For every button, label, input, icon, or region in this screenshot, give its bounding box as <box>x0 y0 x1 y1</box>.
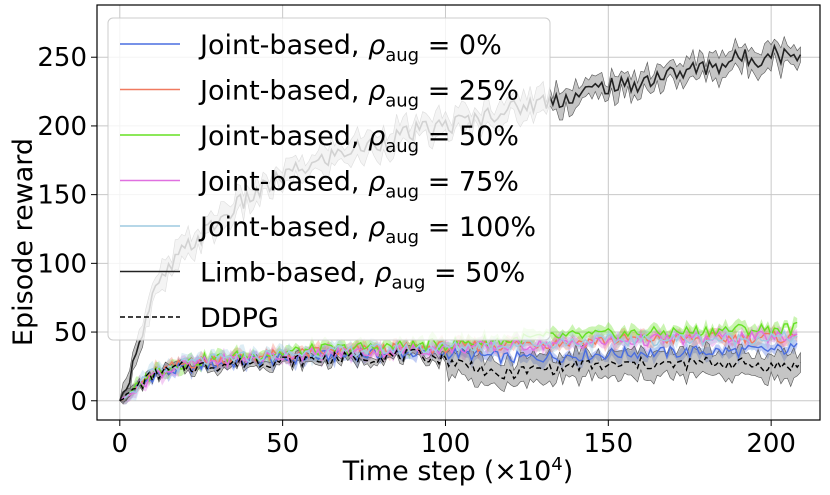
y-axis-label: Episode reward <box>8 138 39 346</box>
series-line <box>119 329 798 402</box>
x-axis-label-exponent: 4 <box>551 454 562 475</box>
legend-label: Joint-based, ρaug = 100% <box>198 212 536 248</box>
y-tick-label: 100 <box>37 249 87 279</box>
series-line <box>119 348 802 402</box>
x-tick-label: 200 <box>746 429 796 459</box>
x-tick-label: 100 <box>421 429 471 459</box>
series-line <box>119 342 798 402</box>
legend-label: Joint-based, ρaug = 0% <box>198 30 502 66</box>
legend: Joint-based, ρaug = 0% Joint-based, ρaug … <box>107 17 551 341</box>
x-axis-label: Time step (×104) <box>342 454 574 487</box>
plot-frame <box>96 4 821 421</box>
legend-label: Joint-based, ρaug = 50% <box>198 121 519 157</box>
series-band <box>119 335 798 405</box>
legend-label: DDPG <box>200 303 279 334</box>
legend-label: Joint-based, ρaug = 25% <box>198 76 519 112</box>
y-tick-label: 50 <box>54 318 87 348</box>
y-tick-label: 150 <box>37 181 87 211</box>
y-tick-label: 0 <box>70 387 87 417</box>
y-tick-label: 200 <box>37 112 87 142</box>
y-tick-label: 250 <box>37 43 87 73</box>
axis-ticks: 0 50 100 150 200 0 50 100 150 200 250 <box>37 43 796 459</box>
legend-label: Limb-based, ρaug = 50% <box>200 258 525 294</box>
x-axis-label-suffix: ) <box>563 456 574 487</box>
legend-box <box>107 17 551 341</box>
x-tick-label: 0 <box>112 429 129 459</box>
legend-label: Joint-based, ρaug = 75% <box>198 167 519 203</box>
x-axis-label-prefix: (×10 <box>484 456 552 487</box>
x-tick-label: 150 <box>583 429 633 459</box>
x-axis-label-main: Time step <box>342 456 476 487</box>
x-tick-label: 50 <box>266 429 299 459</box>
series-band <box>119 316 798 402</box>
series-line <box>119 330 798 402</box>
